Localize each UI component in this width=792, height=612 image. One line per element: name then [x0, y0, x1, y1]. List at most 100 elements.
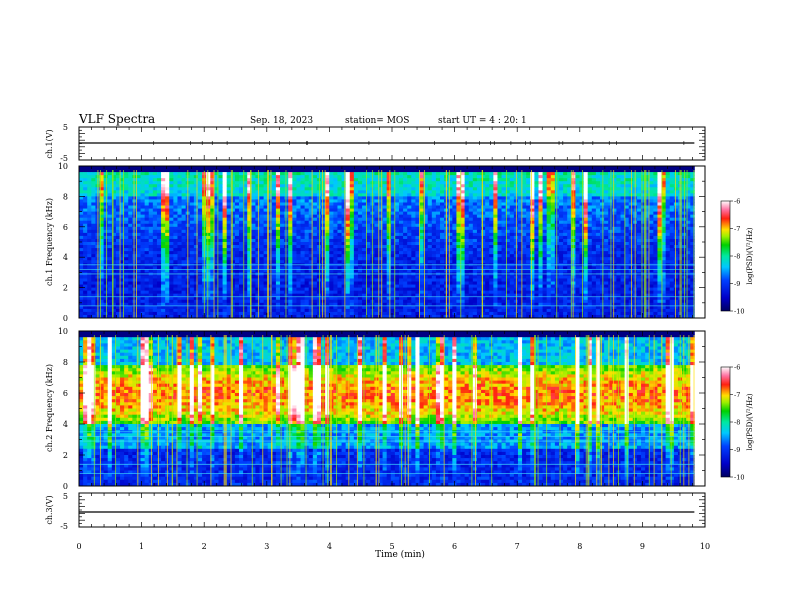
spectrogram-cell: [411, 214, 416, 219]
spectrogram-cell: [661, 229, 667, 234]
spectrogram-cell: [349, 196, 355, 200]
spectrogram-cell: [464, 190, 470, 194]
spectrogram-cell: [493, 223, 498, 228]
spectrogram-cell: [206, 226, 211, 231]
spectrogram-cell: [472, 214, 478, 219]
spectrogram-cell: [501, 178, 507, 182]
spectrogram-cell: [390, 208, 396, 212]
spectrogram-cell: [530, 166, 535, 170]
spectrogram-cell: [522, 199, 527, 203]
spectrogram-cell: [394, 187, 400, 191]
spectrogram-cell: [288, 232, 293, 237]
spectrogram-cell: [136, 193, 141, 197]
spectrogram-cell: [558, 211, 564, 216]
spectrogram-cell: [83, 217, 88, 222]
spectrogram-cell: [136, 196, 141, 200]
spectrogram-cell: [312, 248, 318, 252]
spectrogram-cell: [181, 232, 187, 237]
spectrogram-cell: [382, 260, 388, 264]
spectrogram-cell: [308, 199, 314, 203]
spectrogram-cell: [386, 220, 392, 225]
spectrogram-cell: [255, 242, 260, 246]
spectrogram-cell: [312, 199, 318, 203]
spectrogram-cell: [337, 248, 342, 252]
spectrogram-cell: [259, 166, 265, 170]
spectrogram-cell: [665, 226, 671, 231]
spectrogram-cell: [673, 199, 679, 203]
spectrogram-cell: [140, 172, 146, 176]
spectrogram-cell: [189, 208, 195, 212]
spectrogram-cell: [353, 217, 359, 222]
spectrogram-cell: [300, 211, 306, 216]
spectrogram-cell: [144, 257, 150, 261]
spectrogram-cell: [608, 199, 613, 203]
spectrogram-cell: [464, 178, 470, 182]
spectrogram-cell: [271, 242, 277, 246]
spectrogram-cell: [403, 235, 408, 240]
spectrogram-cell: [628, 223, 634, 228]
spectrogram-cell: [649, 242, 654, 246]
spectrogram-cell: [300, 235, 306, 240]
spectrogram-cell: [386, 199, 392, 203]
spectrogram-cell: [657, 169, 662, 173]
spectrogram-cell: [169, 217, 174, 222]
spectrogram-cell: [616, 235, 621, 240]
spectrogram-cell: [218, 166, 223, 170]
spectrogram-cell: [636, 199, 642, 203]
spectrogram-cell: [181, 257, 187, 261]
spectrogram-cell: [99, 229, 105, 234]
spectrogram-cell: [403, 232, 408, 237]
spectrogram-cell: [579, 217, 584, 222]
spectrogram-cell: [472, 196, 478, 200]
spectrogram-cell: [374, 235, 379, 240]
spectrogram-cell: [579, 214, 584, 219]
spectrogram-cell: [243, 208, 248, 212]
spectrogram-cell: [620, 193, 626, 197]
spectrogram-cell: [411, 208, 416, 212]
spectrogram-cell: [197, 257, 203, 261]
spectrogram-cell: [505, 257, 511, 261]
spectrogram-cell: [325, 248, 330, 252]
spectrogram-cell: [550, 166, 556, 170]
spectrogram-cell: [107, 187, 113, 191]
spectrogram-cell: [665, 217, 671, 222]
spectrogram-cell: [210, 202, 215, 206]
spectrogram-cell: [271, 220, 277, 225]
spectrogram-cell: [349, 166, 355, 170]
spectrogram-cell: [275, 193, 281, 197]
spectrogram-cell: [431, 172, 437, 176]
spectrogram-cell: [522, 169, 527, 173]
spectrogram-cell: [403, 172, 408, 176]
spectrogram-cell: [259, 232, 265, 237]
spectrogram-cell: [111, 220, 117, 225]
spectrogram-cell: [374, 251, 379, 255]
spectrogram-cell: [464, 181, 470, 185]
spectrogram-cell: [427, 232, 433, 237]
spectrogram-cell: [173, 251, 178, 255]
spectrogram-cell: [653, 257, 658, 261]
spectrogram-cell: [345, 238, 351, 243]
spectrogram-cell: [501, 193, 507, 197]
spectrogram-cell: [645, 235, 650, 240]
spectrogram-cell: [292, 208, 297, 212]
spectrogram-cell: [243, 232, 248, 237]
spectrogram-cell: [390, 232, 396, 237]
spectrogram-cell: [222, 254, 228, 258]
spectrogram-cell: [206, 169, 211, 173]
spectrogram-cell: [645, 193, 650, 197]
spectrogram-cell: [690, 169, 695, 173]
spectrogram-cell: [550, 193, 556, 197]
spectrogram-cell: [489, 214, 494, 219]
spectrogram-cell: [435, 251, 441, 255]
spectrogram-cell: [382, 245, 388, 249]
spectrogram-cell: [91, 254, 96, 258]
spectrogram-cell: [583, 242, 589, 246]
spectrogram-cell: [440, 254, 445, 258]
spectrogram-cell: [251, 254, 256, 258]
spectrogram-cell: [476, 205, 482, 209]
spectrogram-cell: [189, 235, 195, 240]
spectrogram-cell: [140, 187, 146, 191]
spectrogram-cell: [115, 187, 121, 191]
spectrogram-cell: [423, 251, 429, 255]
spectrogram-cell: [349, 208, 355, 212]
